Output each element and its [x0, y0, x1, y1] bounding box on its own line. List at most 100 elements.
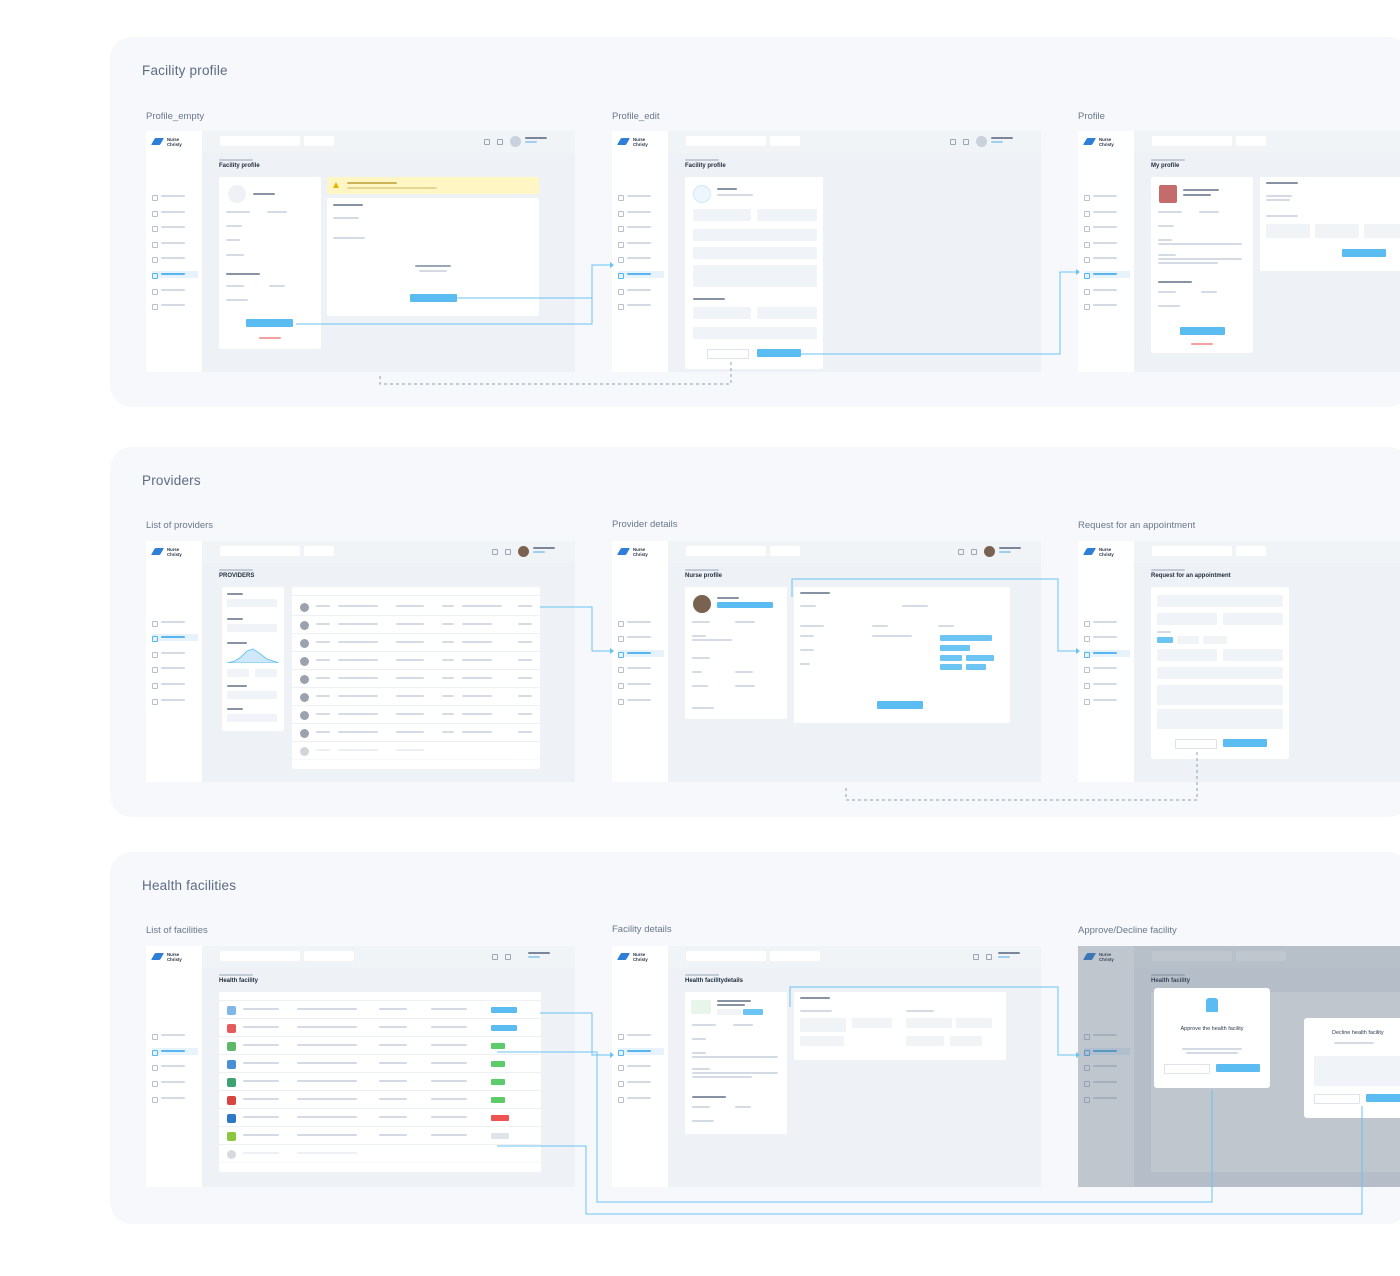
search-input[interactable]: [220, 546, 300, 556]
title-field[interactable]: [1157, 595, 1283, 607]
sidebar-item[interactable]: [1084, 240, 1130, 248]
table-row[interactable]: [292, 599, 540, 616]
sidebar-item[interactable]: [618, 193, 664, 201]
search-input[interactable]: [1152, 136, 1232, 146]
filter-select[interactable]: [1236, 546, 1266, 556]
table-row[interactable]: [219, 1146, 541, 1163]
experience-select[interactable]: [227, 691, 277, 699]
bell-icon[interactable]: [986, 954, 992, 960]
phone-field[interactable]: [693, 209, 751, 221]
avatar[interactable]: [510, 136, 521, 147]
save-button[interactable]: [757, 349, 801, 357]
logout-link[interactable]: [999, 551, 1011, 553]
last-name-field[interactable]: [757, 307, 817, 319]
sidebar-item[interactable]: [152, 209, 198, 217]
edit-button[interactable]: [1180, 327, 1225, 335]
sidebar-item[interactable]: [152, 1032, 198, 1040]
notes-field[interactable]: [1157, 709, 1283, 729]
table-row[interactable]: [219, 1020, 541, 1037]
sidebar-item[interactable]: [152, 240, 198, 248]
search-input[interactable]: [1152, 546, 1232, 556]
logout-link[interactable]: [528, 956, 540, 958]
table-row[interactable]: [219, 1092, 541, 1109]
sidebar-item-providers[interactable]: [618, 650, 664, 658]
search-input[interactable]: [220, 136, 300, 146]
send-button[interactable]: [1223, 739, 1267, 747]
website-field[interactable]: [693, 229, 817, 241]
sidebar-item[interactable]: [618, 224, 664, 232]
sidebar-item[interactable]: [152, 665, 198, 673]
delete-account-link[interactable]: [1191, 343, 1213, 345]
filter-select[interactable]: [1236, 136, 1266, 146]
bell-icon[interactable]: [505, 549, 511, 555]
address-field[interactable]: [1223, 613, 1283, 625]
edit-categories-button[interactable]: [1342, 249, 1386, 257]
filter-select[interactable]: [770, 951, 820, 961]
sidebar-item[interactable]: [1084, 209, 1130, 217]
sidebar-item[interactable]: [1084, 302, 1130, 310]
sidebar-item[interactable]: [1084, 255, 1130, 263]
message-icon[interactable]: [492, 549, 498, 555]
search-input[interactable]: [686, 951, 766, 961]
sidebar-item[interactable]: [618, 302, 664, 310]
sidebar-item[interactable]: [152, 697, 198, 705]
table-row[interactable]: [219, 1074, 541, 1091]
sidebar-item[interactable]: [1084, 634, 1130, 642]
cancel-button[interactable]: [1314, 1094, 1360, 1104]
address-field[interactable]: [693, 247, 817, 259]
sidebar-item[interactable]: [618, 1079, 664, 1087]
sidebar-item[interactable]: [618, 1032, 664, 1040]
cancel-button[interactable]: [707, 349, 749, 359]
location-tag[interactable]: [1177, 636, 1199, 644]
table-row[interactable]: [292, 707, 540, 724]
admin-phone-field[interactable]: [693, 327, 817, 339]
rate-field[interactable]: [1157, 649, 1217, 661]
table-row[interactable]: [292, 617, 540, 634]
sidebar-item-facility-profile[interactable]: [1084, 271, 1130, 279]
edit-button[interactable]: [877, 701, 923, 709]
search-input[interactable]: [686, 136, 766, 146]
sidebar-item[interactable]: [152, 1095, 198, 1103]
first-name-field[interactable]: [693, 307, 751, 319]
sidebar-item-providers[interactable]: [152, 634, 198, 642]
description-field[interactable]: [693, 265, 817, 287]
sidebar-item-facility-profile[interactable]: [152, 271, 198, 279]
sidebar-item[interactable]: [152, 193, 198, 201]
edit-button[interactable]: [246, 319, 293, 327]
upload-photo-icon[interactable]: [693, 185, 711, 203]
sidebar-item[interactable]: [1084, 1063, 1130, 1071]
sidebar-item-facility-profile[interactable]: [618, 271, 664, 279]
description-field[interactable]: [1157, 685, 1283, 705]
request-appointment-button[interactable]: [717, 602, 773, 608]
table-row[interactable]: [219, 1110, 541, 1127]
logout-link[interactable]: [533, 551, 545, 553]
sidebar-item[interactable]: [152, 287, 198, 295]
date-field[interactable]: [1157, 667, 1283, 679]
sidebar-item[interactable]: [618, 1063, 664, 1071]
message-icon[interactable]: [484, 139, 490, 145]
table-row[interactable]: [292, 635, 540, 652]
logout-link[interactable]: [525, 141, 537, 143]
sidebar-item[interactable]: [1084, 619, 1130, 627]
filter-select[interactable]: [304, 136, 334, 146]
message-icon[interactable]: [958, 549, 964, 555]
search-input[interactable]: [686, 546, 766, 556]
sidebar-item[interactable]: [618, 240, 664, 248]
table-row[interactable]: [292, 671, 540, 688]
bell-icon[interactable]: [505, 954, 511, 960]
table-row[interactable]: [292, 743, 540, 760]
cancel-button[interactable]: [1164, 1064, 1210, 1074]
sidebar-item[interactable]: [618, 665, 664, 673]
filter-select[interactable]: [304, 546, 334, 556]
table-row[interactable]: [219, 1038, 541, 1055]
filter-select[interactable]: [770, 136, 800, 146]
rate-max-input[interactable]: [255, 669, 277, 677]
sidebar-item-health-facility[interactable]: [152, 1048, 198, 1056]
sidebar-item[interactable]: [618, 634, 664, 642]
sidebar-item[interactable]: [1084, 287, 1130, 295]
message-icon[interactable]: [973, 954, 979, 960]
decline-reason-field[interactable]: [1314, 1056, 1400, 1086]
filter-select[interactable]: [770, 546, 800, 556]
table-row[interactable]: [219, 1128, 541, 1145]
sidebar-item[interactable]: [152, 650, 198, 658]
